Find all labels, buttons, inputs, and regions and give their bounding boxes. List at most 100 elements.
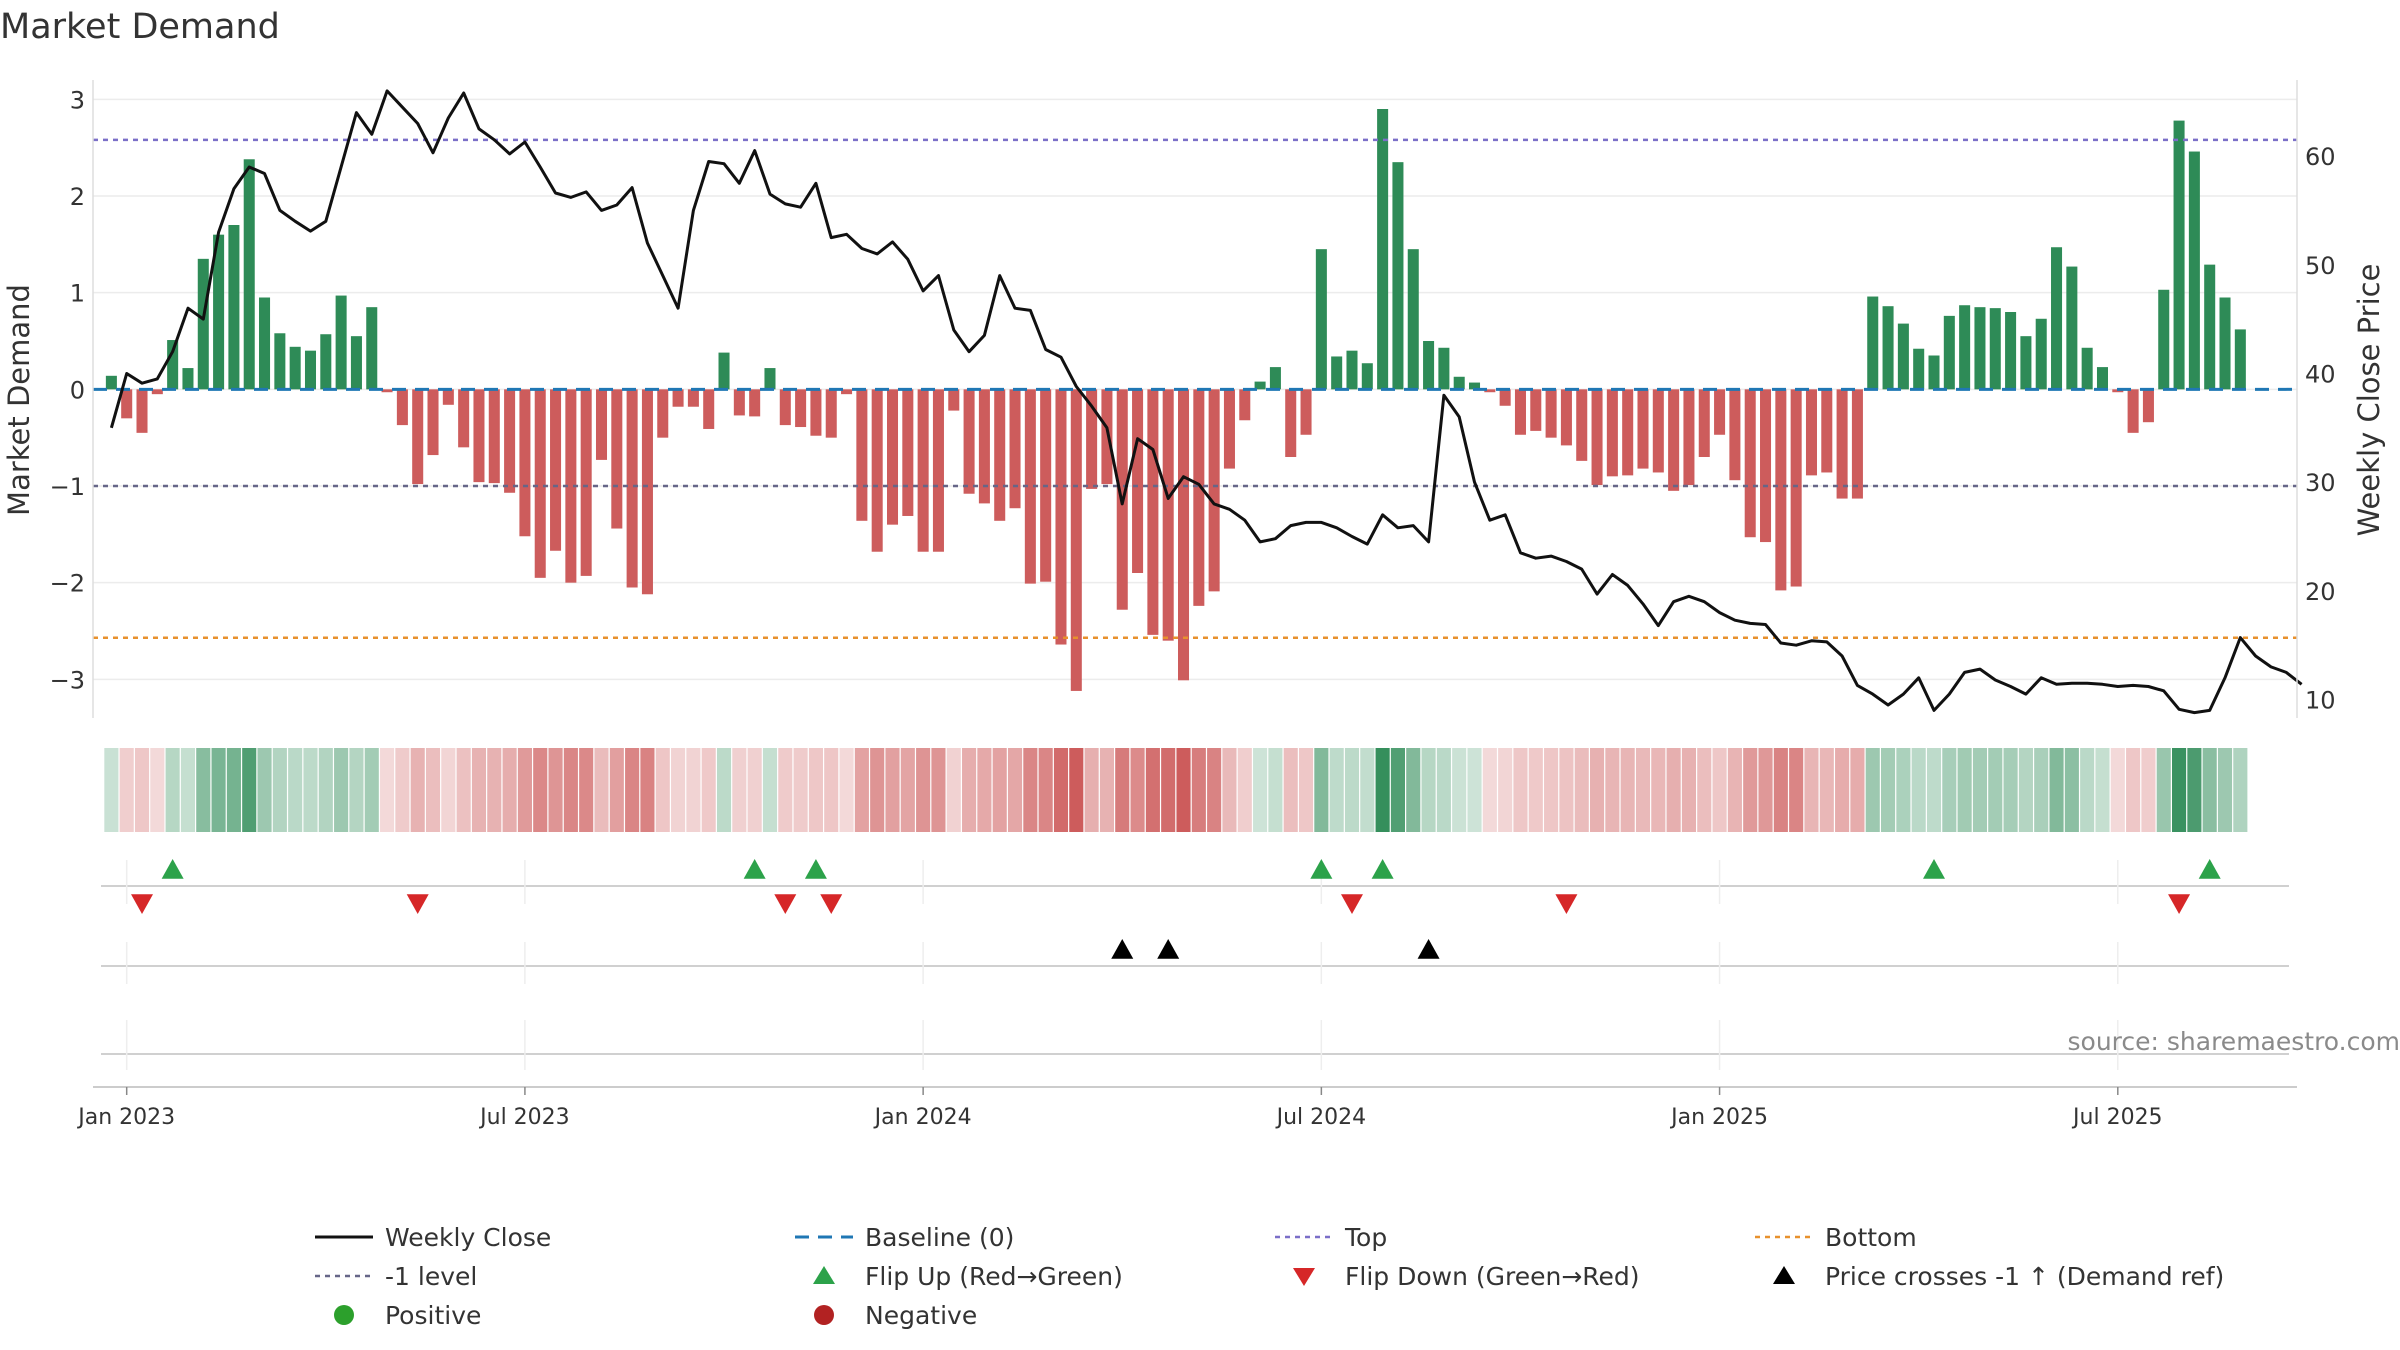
demand-bar: [396, 389, 408, 426]
heat-strip-cell: [257, 748, 272, 832]
demand-bar: [2127, 389, 2139, 433]
heat-strip-cell: [1911, 748, 1926, 832]
demand-bar: [1315, 249, 1327, 390]
price-cross-marker: [1111, 939, 1134, 959]
demand-bar: [2051, 247, 2063, 390]
demand-bar: [1530, 389, 1542, 431]
heat-strip-cell: [395, 748, 410, 832]
demand-bar: [1744, 389, 1756, 538]
legend-swatch-flip-down: [1293, 1268, 1315, 1286]
demand-bar: [764, 368, 776, 390]
heat-strip-cell: [2095, 748, 2110, 832]
event-markers: [101, 859, 2289, 1070]
price-cross-marker: [1157, 939, 1180, 959]
heat-strip-cell: [2003, 748, 2018, 832]
y-tick-label-left: −2: [50, 570, 85, 598]
demand-bar: [1622, 389, 1634, 476]
heat-strip-cell: [1865, 748, 1880, 832]
flip-down-marker: [1340, 894, 1363, 914]
demand-bar: [1698, 389, 1710, 457]
heat-strip-cell: [242, 748, 257, 832]
heat-strip-cell: [1084, 748, 1099, 832]
demand-bar: [1438, 347, 1450, 390]
y-tick-label-left: 3: [70, 86, 85, 114]
demand-bar: [641, 389, 653, 595]
heat-strip-cell: [104, 748, 119, 832]
demand-bar: [948, 389, 960, 411]
heat-strip-cell: [747, 748, 762, 832]
heat-strip-cell: [2018, 748, 2033, 832]
demand-bar: [1193, 389, 1205, 606]
heat-strip-cell: [563, 748, 578, 832]
legend-label: Positive: [385, 1301, 481, 1330]
demand-bar: [136, 389, 148, 433]
heat-strip-cell: [1727, 748, 1742, 832]
demand-bar: [611, 389, 623, 529]
heat-strip-cell: [410, 748, 425, 832]
demand-bar: [412, 389, 424, 485]
legend-label: Baseline (0): [865, 1223, 1014, 1252]
heat-strip-cell: [425, 748, 441, 832]
demand-bar: [1070, 389, 1082, 691]
demand-bar: [534, 389, 546, 578]
x-tick-label: Jul 2023: [478, 1105, 570, 1130]
demand-bar: [442, 389, 454, 405]
heat-strip-cell: [2156, 748, 2171, 832]
heat-strip-cell: [609, 748, 624, 832]
weekly-close-layer: [109, 89, 2303, 715]
heat-strip-cell: [778, 748, 793, 832]
demand-bar: [718, 352, 730, 390]
demand-bar: [779, 389, 791, 426]
demand-bar: [994, 389, 1006, 521]
demand-bar: [550, 389, 562, 551]
demand-bar: [1974, 307, 1986, 390]
y-tick-label-right: 40: [2305, 360, 2336, 388]
demand-bar: [1851, 389, 1863, 499]
heat-strip-cell: [456, 748, 471, 832]
legend-swatch-neg_dot: [814, 1305, 834, 1325]
demand-bar: [1269, 367, 1281, 390]
demand-bar: [1591, 389, 1603, 486]
heat-strip-cell: [2110, 748, 2125, 832]
heat-strip-cell: [1268, 748, 1283, 832]
heat-strip-cell: [2064, 748, 2079, 832]
flip-up-marker: [743, 859, 766, 879]
demand-bar: [932, 389, 944, 552]
demand-bar: [841, 389, 853, 395]
heat-strip-cell: [1528, 748, 1543, 832]
heat-strip-cell: [1298, 748, 1314, 832]
legend-label: Top: [1344, 1223, 1387, 1252]
source-note: source: sharemaestro.com: [2068, 1027, 2400, 1056]
heat-strip-cell: [1360, 748, 1375, 832]
heat-strip-cell: [471, 748, 487, 832]
demand-bar: [963, 389, 975, 494]
demand-bar: [1132, 389, 1144, 573]
heat-strip-cell: [349, 748, 364, 832]
legend-label: Flip Up (Red→Green): [865, 1262, 1123, 1291]
heat-strip-cell: [226, 748, 241, 832]
demand-bar: [1943, 315, 1955, 390]
heat-strip-cell: [288, 748, 303, 832]
heat-strip-cell: [1773, 748, 1788, 832]
heat-strip-cell: [1651, 748, 1666, 832]
heat-strip-cell: [1069, 748, 1084, 832]
demand-bar: [626, 389, 638, 588]
demand-bar: [1683, 389, 1695, 486]
demand-bar: [121, 389, 133, 419]
heat-strip-cell: [180, 748, 196, 832]
heat-strip-cell: [1283, 748, 1298, 832]
heat-strip-cell: [1620, 748, 1635, 832]
heat-strip-cell: [716, 748, 732, 832]
demand-bar: [335, 295, 347, 390]
heat-strip-cell: [2217, 748, 2233, 832]
demand-bar: [1836, 389, 1848, 499]
demand-bar: [978, 389, 990, 504]
demand-bar: [1790, 389, 1802, 587]
heat-strip-cell: [1988, 748, 2003, 832]
heat-strip-cell: [533, 748, 548, 832]
heat-strip-cell: [2049, 748, 2064, 832]
flip-down-marker: [2168, 894, 2191, 914]
demand-bar: [1560, 389, 1572, 446]
